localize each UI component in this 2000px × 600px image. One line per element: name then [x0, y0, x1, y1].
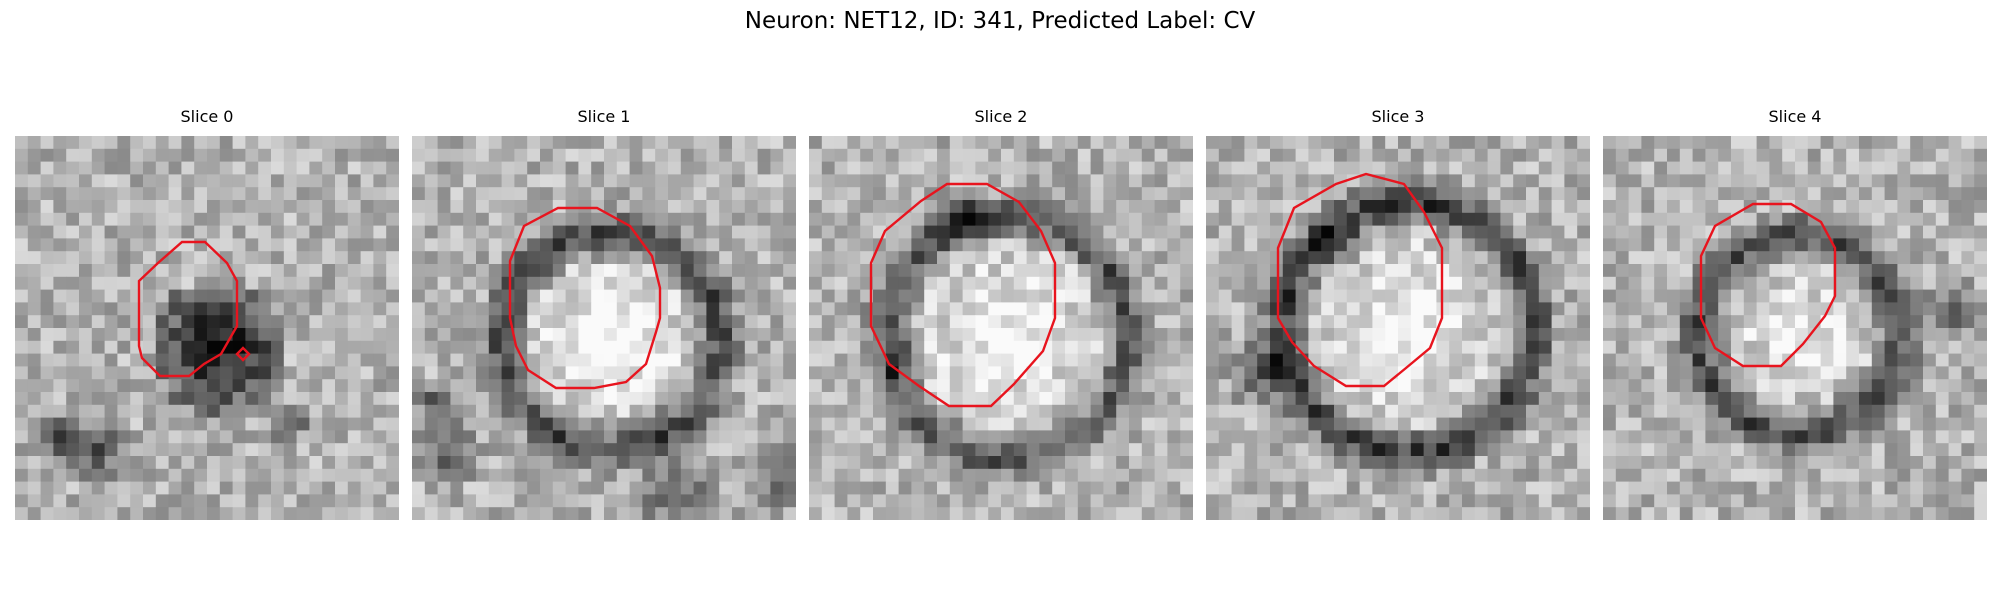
slice-panel-1: Slice 1: [412, 106, 796, 520]
slice-image-2: [809, 136, 1193, 520]
pixel-grid: [412, 136, 796, 520]
slice-image-3: [1206, 136, 1590, 520]
slice-title-3: Slice 3: [1371, 107, 1425, 126]
segmentation-contour: [508, 206, 662, 390]
slice-title-2: Slice 2: [974, 107, 1028, 126]
slice-panel-3: Slice 3: [1206, 106, 1590, 520]
segmentation-contour: [1276, 172, 1444, 388]
slice-image-0: [15, 136, 399, 520]
slice-title-4: Slice 4: [1768, 107, 1822, 126]
pixel-grid: [1206, 136, 1590, 520]
figure-title: Neuron: NET12, ID: 341, Predicted Label:…: [744, 8, 1256, 34]
slice-panel-4: Slice 4: [1603, 106, 1987, 520]
pixel-grid: [1603, 136, 1987, 520]
segmentation-contour: [137, 240, 239, 378]
segmentation-contour-fragment: [235, 346, 251, 362]
slice-image-4: [1603, 136, 1987, 520]
segmentation-contour: [869, 182, 1057, 408]
slice-image-1: [412, 136, 796, 520]
slice-title-0: Slice 0: [180, 107, 234, 126]
pixel-grid: [809, 136, 1193, 520]
slice-panel-2: Slice 2: [809, 106, 1193, 520]
pixel-grid: [15, 136, 399, 520]
slice-panel-0: Slice 0: [15, 106, 399, 520]
segmentation-contour: [1699, 202, 1837, 368]
slice-title-1: Slice 1: [577, 107, 631, 126]
